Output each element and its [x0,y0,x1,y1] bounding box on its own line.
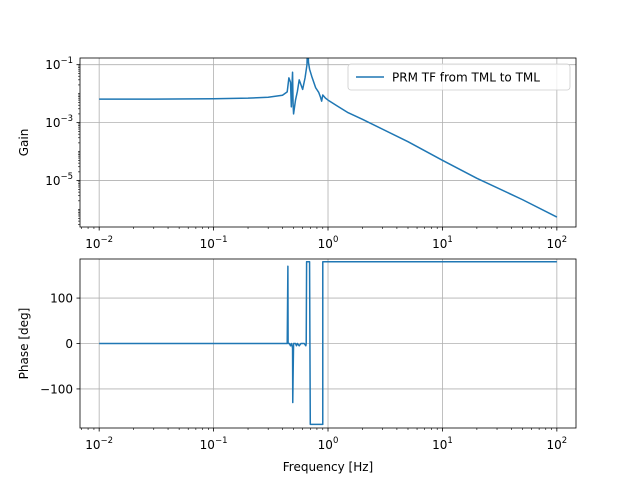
legend-label: PRM TF from TML to TML [392,71,540,85]
gain-series-line-0 [99,58,558,218]
phase-series-line-0 [99,260,557,426]
phase-x-axis-label: Frequency [Hz] [283,460,374,474]
gain-panel: 10−2 10−1 100 101 102 10−5 10−3 10−1 Gain PRM TF … [17,56,577,251]
legend: PRM TF from TML to TML [347,63,571,91]
gain-x-tick-label: 10−1 [200,235,228,251]
phase-x-tick-label: 102 [547,436,568,452]
gain-y-axis-label: Gain [17,129,31,157]
gain-y-tick-label: 10−3 [45,114,73,130]
phase-axes-frame [79,258,577,429]
phase-x-tick-label: 10−1 [200,436,228,452]
phase-panel: 10−2 10−1 100 101 102 −100 0 100 Phase [deg] Freq… [17,258,577,474]
gain-axes-frame [79,57,577,228]
gain-y-tick-label: 10−5 [45,172,73,188]
phase-y-axis-label: Phase [deg] [17,308,31,380]
gain-x-tick-label: 10−2 [85,235,113,251]
gain-x-tick-label: 102 [547,235,568,251]
phase-x-tick-label: 100 [318,436,339,452]
phase-x-tick-label: 10−2 [85,436,113,452]
gain-x-tick-label: 101 [432,235,453,251]
legend-box [347,63,571,91]
phase-x-tick-label: 101 [432,436,453,452]
gain-y-tick-label: 10−1 [45,56,73,72]
phase-y-tick-label: 100 [50,292,73,306]
phase-y-tick-label: −100 [40,382,73,396]
phase-y-tick-label: 0 [65,337,73,351]
gain-x-tick-label: 100 [318,235,339,251]
